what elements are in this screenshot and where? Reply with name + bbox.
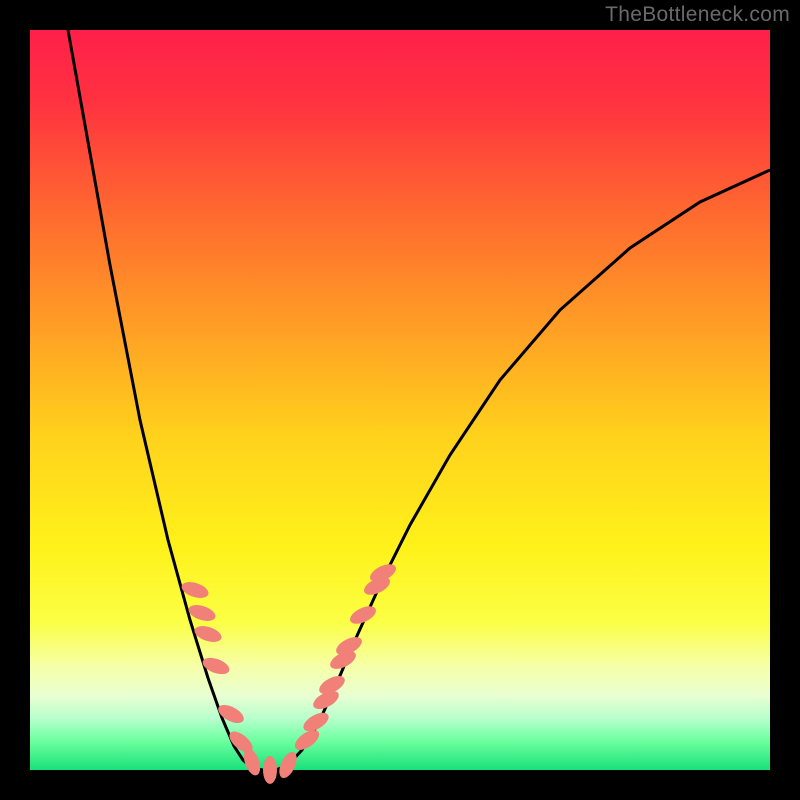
data-marker [263,756,277,784]
chart-frame: TheBottleneck.com [0,0,800,800]
gradient-background [30,30,770,770]
bottleneck-chart [0,0,800,800]
